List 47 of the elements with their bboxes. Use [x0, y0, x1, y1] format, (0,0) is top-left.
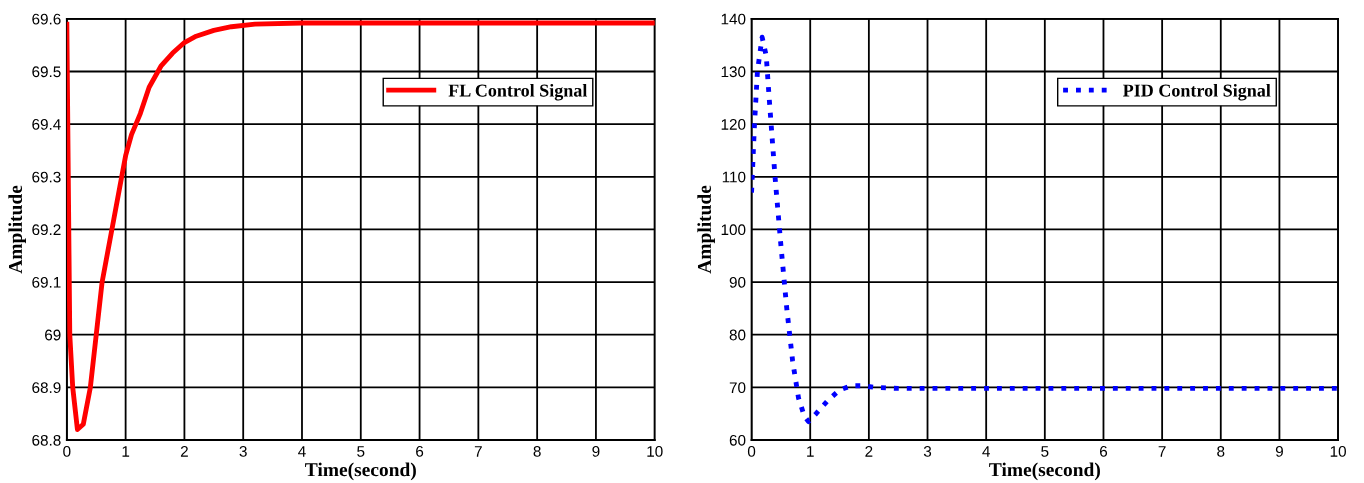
x-tick-label: 10 — [647, 445, 663, 457]
x-tick-label: 2 — [865, 445, 873, 457]
x-tick-label: 3 — [239, 445, 247, 457]
line-series — [751, 34, 1339, 425]
x-tick-label: 6 — [1100, 445, 1108, 457]
x-tick-label: 8 — [1217, 445, 1225, 457]
x-tick-label: 8 — [533, 445, 541, 457]
x-tick-label: 4 — [298, 446, 306, 457]
x-axis-title: Time(second) — [305, 462, 416, 481]
y-tick-label: 69 — [45, 329, 61, 341]
x-tick-label: 5 — [357, 446, 365, 457]
y-tick-label: 69.2 — [32, 224, 61, 236]
y-tick-label: 60 — [729, 434, 746, 446]
x-tick-label: 5 — [1041, 446, 1049, 457]
y-tick-label: 69.5 — [32, 66, 61, 78]
x-tick-label: 1 — [807, 446, 814, 457]
y-tick-label: 110 — [722, 171, 746, 183]
x-tick-label: 3 — [923, 445, 932, 457]
x-axis-title: Time(second) — [989, 462, 1100, 481]
x-tick-label: 0 — [63, 445, 71, 457]
x-tick-label: 2 — [180, 445, 188, 457]
y-tick-label: 130 — [721, 66, 746, 78]
x-tick-label: 6 — [416, 445, 424, 457]
y-tick-label: 68.8 — [32, 434, 61, 446]
y-tick-label: 69.3 — [32, 171, 61, 183]
y-tick-label: 140 — [721, 13, 746, 25]
y-tick-label: 69.6 — [32, 13, 61, 25]
y-tick-label: 69.4 — [32, 119, 61, 130]
x-tick-label: 4 — [982, 446, 990, 457]
x-tick-label: 9 — [592, 445, 600, 457]
x-tick-label: 7 — [1158, 446, 1166, 457]
y-tick-label: 120 — [721, 119, 746, 130]
y-tick-label: 90 — [729, 276, 746, 288]
legend-label: FL Control Signal — [448, 83, 588, 101]
y-tick-label: 70 — [729, 382, 746, 394]
x-tick-label: 0 — [747, 445, 756, 457]
legend-label: PID Control Signal — [1123, 83, 1271, 101]
x-tick-label: 10 — [1330, 445, 1346, 457]
y-tick-label: 100 — [721, 224, 746, 236]
x-tick-label: 9 — [1275, 445, 1283, 457]
x-tick-label: 1 — [122, 446, 130, 457]
x-tick-label: 7 — [474, 446, 482, 457]
y-tick-label: 68.9 — [32, 382, 61, 394]
y-axis-title: Amplitude — [8, 185, 26, 274]
y-tick-label: 80 — [729, 329, 746, 341]
y-tick-label: 69.1 — [32, 276, 61, 288]
y-axis-title: Amplitude — [697, 185, 715, 274]
